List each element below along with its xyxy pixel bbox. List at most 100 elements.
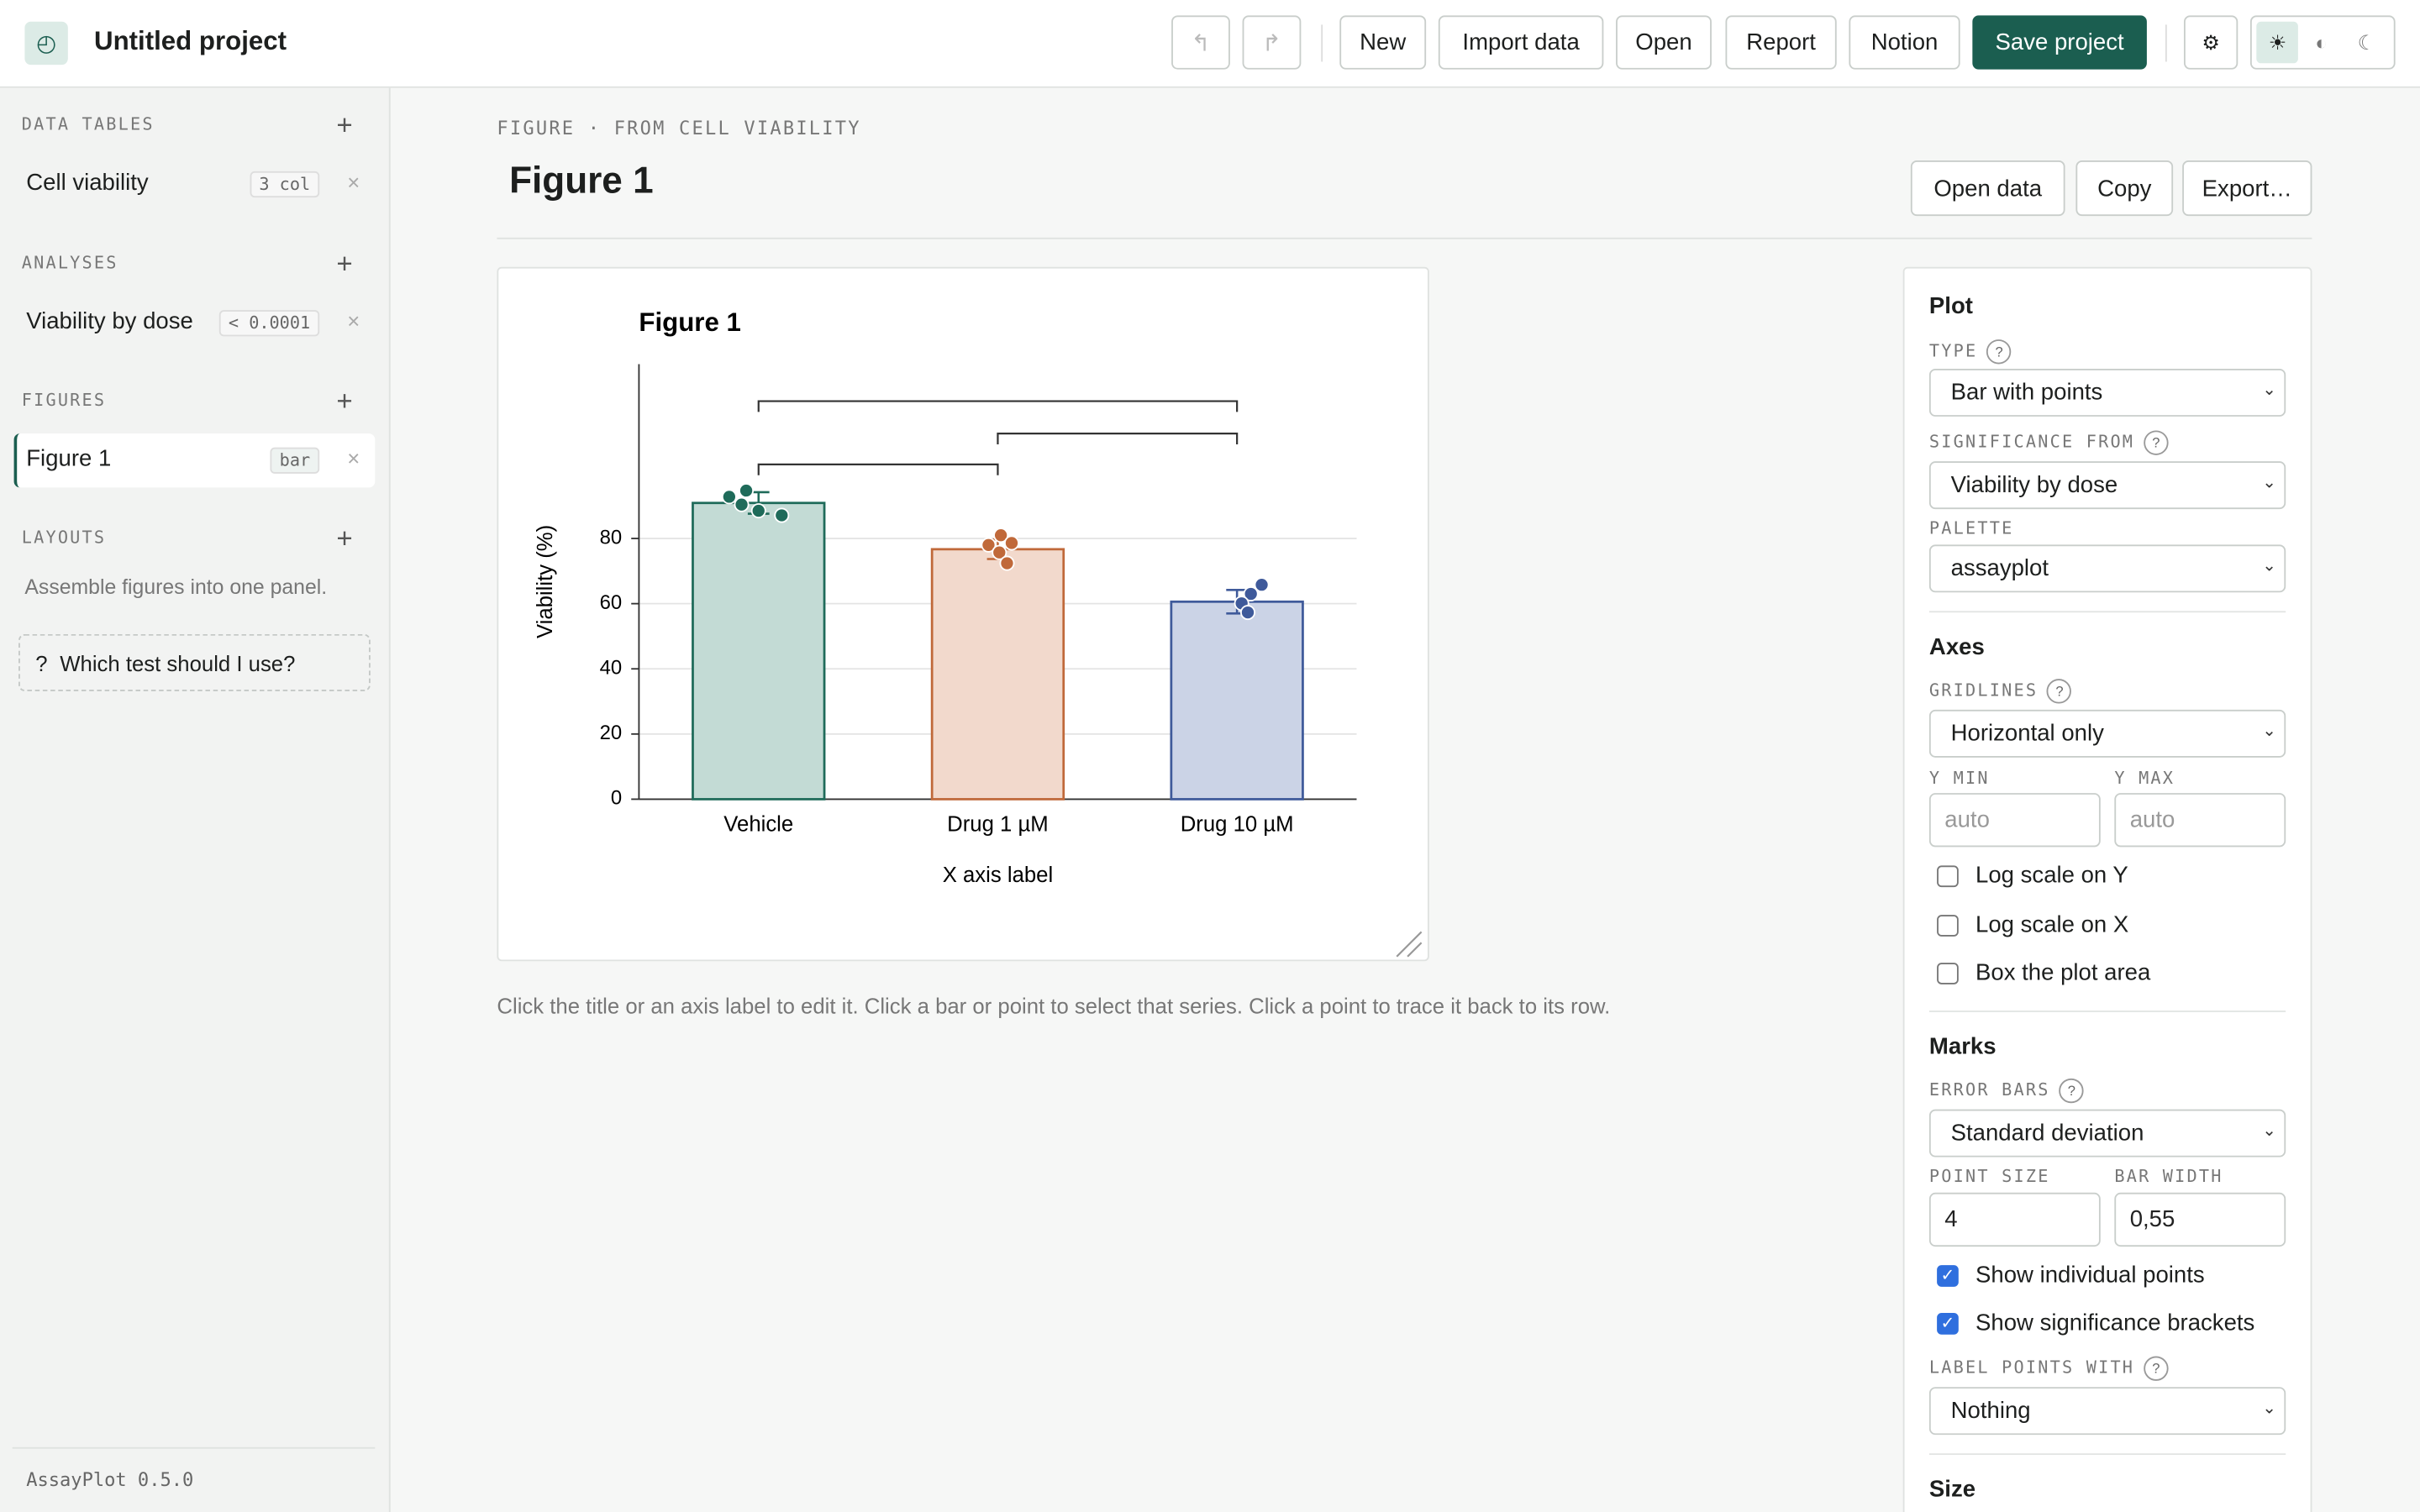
data-point[interactable] [992, 544, 1007, 560]
figure-title[interactable]: Figure 1 [509, 160, 654, 202]
theme-dark[interactable]: ☾ [2357, 29, 2376, 54]
checkbox[interactable] [1937, 963, 1959, 984]
item-badge: 3 col [250, 171, 320, 198]
data-point[interactable] [1254, 577, 1270, 593]
data-point[interactable] [721, 489, 737, 505]
item-label[interactable]: Figure 1 [26, 445, 112, 473]
checkbox[interactable]: ✓ [1937, 1313, 1959, 1335]
checkbox[interactable]: ✓ [1937, 1265, 1959, 1287]
add-button[interactable]: + [336, 386, 353, 417]
figure-action[interactable]: Open data [1910, 160, 2065, 217]
header-button[interactable]: Report [1725, 15, 1837, 70]
panel-divider [1928, 1011, 2286, 1012]
save-button[interactable]: Save project [1972, 15, 2147, 70]
x-tick-label: Vehicle [723, 812, 793, 836]
figure-action[interactable]: Export… [2182, 160, 2312, 217]
panel-heading: Size [1928, 1476, 1976, 1503]
data-point[interactable] [750, 503, 766, 519]
select[interactable]: assayplot ⌄ [1928, 544, 2286, 593]
panel-heading: Marks [1928, 1033, 1996, 1060]
y-tick-label: 0 [611, 787, 622, 810]
bar[interactable] [1170, 600, 1304, 801]
help-icon[interactable]: ? [2144, 1356, 2169, 1381]
figure-card: Figure 1 0 20 40 60 80 Viability (%) X axis lab… [497, 266, 1429, 962]
bar[interactable] [692, 501, 826, 801]
header-button[interactable]: Notion [1849, 15, 1960, 70]
remove-button[interactable]: × [347, 308, 360, 333]
remove-button[interactable]: × [347, 445, 360, 471]
input[interactable]: auto [1928, 793, 2101, 848]
chart-title[interactable]: Figure 1 [639, 307, 740, 337]
chevron: ⌄ [2262, 381, 2277, 400]
item-label[interactable]: Cell viability [26, 170, 149, 197]
select[interactable]: Standard deviation ⌄ [1928, 1109, 2286, 1158]
select[interactable]: Horizontal only ⌄ [1928, 709, 2286, 758]
theme-toggle: ☀ ◐ ☾ [2249, 15, 2396, 70]
help-icon[interactable]: ? [2144, 430, 2169, 455]
select[interactable]: Nothing ⌄ [1928, 1387, 2286, 1436]
y-tick-label: 40 [600, 657, 623, 680]
select-value: assayplot [1950, 555, 2049, 582]
header-button[interactable]: New [1339, 15, 1427, 70]
help-box[interactable]: ? Which test should I use? [18, 633, 371, 691]
y-tick-label: 60 [600, 591, 623, 614]
data-point[interactable] [774, 507, 790, 523]
data-point[interactable] [981, 537, 997, 553]
select-value: Horizontal only [1950, 720, 2104, 747]
settings[interactable]: ⚙ [2183, 15, 2238, 70]
figure-action[interactable]: Copy [2075, 160, 2174, 217]
select[interactable]: Bar with points ⌄ [1928, 368, 2286, 417]
input[interactable]: auto [2114, 793, 2286, 848]
project-title[interactable]: Untitled project [94, 26, 287, 56]
select[interactable]: Viability by dose ⌄ [1928, 461, 2286, 510]
x-axis-label[interactable]: X axis label [943, 864, 1053, 887]
help-icon[interactable]: ? [1986, 339, 2012, 365]
input[interactable]: 0,55 [2114, 1192, 2286, 1247]
data-point[interactable] [739, 483, 755, 499]
data-point[interactable] [1240, 605, 1256, 621]
chevron: ⌄ [2262, 1121, 2277, 1141]
item-label[interactable]: Viability by dose [26, 308, 193, 335]
add-button[interactable]: + [336, 109, 353, 141]
checkbox-label[interactable]: Show individual points [1975, 1262, 2205, 1289]
redo[interactable]: ↱ [1242, 15, 1302, 70]
field-label: SIGNIFICANCE FROM? [1929, 430, 2169, 455]
data-point[interactable] [993, 528, 1009, 543]
data-point[interactable] [1003, 535, 1019, 551]
section-heading: LAYOUTS [21, 528, 107, 549]
section-heading: DATA TABLES [21, 113, 155, 134]
checkbox-label[interactable]: Box the plot area [1975, 959, 2151, 986]
help-text: Which test should I use? [60, 651, 296, 676]
theme-light[interactable]: ☀ [2256, 21, 2299, 64]
significance-bracket [997, 433, 1239, 444]
chevron: ⌄ [2262, 557, 2277, 576]
checkbox[interactable] [1937, 865, 1959, 888]
data-point[interactable] [734, 496, 750, 512]
y-axis-label[interactable]: Viability (%) [534, 525, 557, 638]
select-value: Nothing [1950, 1398, 2031, 1425]
undo[interactable]: ↰ [1171, 15, 1230, 70]
input[interactable]: 4 [1928, 1192, 2101, 1247]
field-label: ERROR BARS? [1929, 1078, 2085, 1104]
checkbox[interactable] [1937, 915, 1959, 937]
checkbox-label[interactable]: Log scale on X [1975, 911, 2129, 938]
checkbox-label[interactable]: Log scale on Y [1975, 862, 2128, 889]
remove-button[interactable]: × [347, 170, 360, 195]
header-button[interactable]: Import data [1438, 15, 1604, 70]
resize-grip[interactable] [1396, 931, 1423, 958]
data-point[interactable] [1243, 585, 1259, 601]
header-button[interactable]: Open [1616, 15, 1712, 70]
section-note: Assemble figures into one panel. [24, 575, 328, 599]
significance-bracket [757, 400, 1239, 412]
add-button[interactable]: + [336, 522, 353, 554]
bar[interactable] [930, 548, 1065, 801]
checkbox-label[interactable]: Show significance brackets [1975, 1310, 2255, 1336]
help-icon[interactable]: ? [2047, 679, 2072, 704]
theme-auto[interactable]: ◐ [2315, 30, 2328, 55]
help-icon[interactable]: ? [2059, 1078, 2085, 1104]
x-tick-label: Drug 10 µM [1181, 812, 1294, 836]
data-point[interactable] [999, 555, 1015, 571]
logo[interactable]: ◴ [24, 21, 68, 66]
add-button[interactable]: + [336, 248, 353, 280]
